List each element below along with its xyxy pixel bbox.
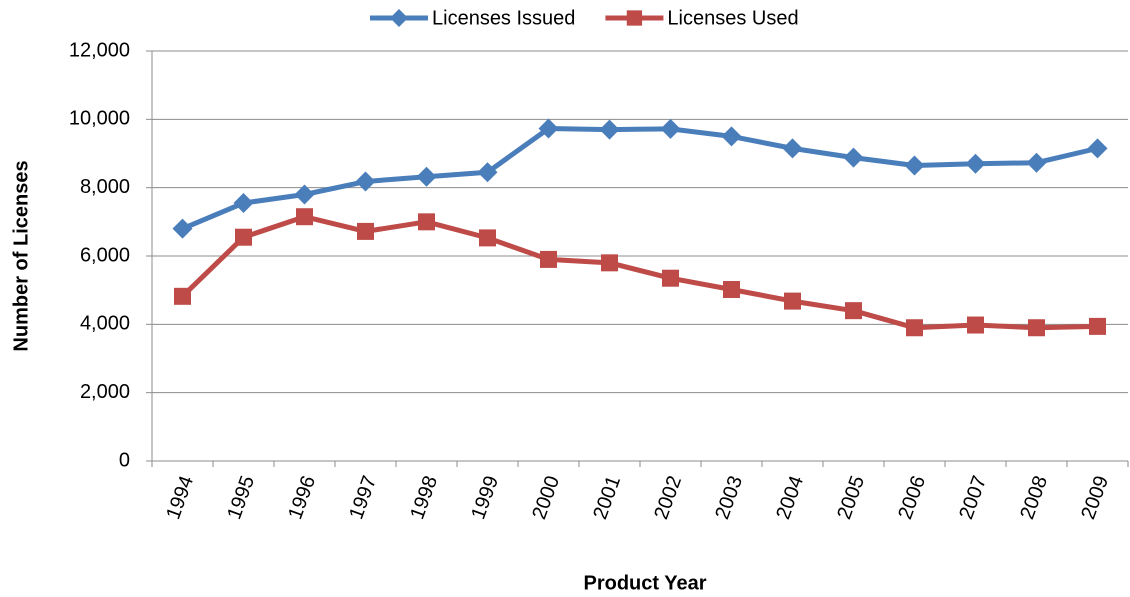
data-point [233,193,254,214]
x-tick-label: 1997 [345,473,381,522]
y-tick-label: 0 [119,449,130,471]
y-tick-label: 4,000 [80,313,130,335]
x-tick-label: 2005 [833,473,869,522]
data-point [296,208,313,226]
data-point [843,147,864,168]
y-tick-label: 12,000 [69,39,130,61]
series-line [181,126,1099,231]
x-tick-label: 2006 [894,473,930,522]
data-point [294,184,315,205]
x-tick-label: 2002 [650,473,686,522]
x-tick-label: 2004 [772,473,808,522]
data-point [416,166,437,187]
data-point [784,292,801,310]
y-tick-label: 2,000 [80,381,130,403]
data-point [662,269,679,287]
x-tick-label: 2001 [589,473,625,522]
legend-label: Licenses Issued [432,7,575,29]
data-point [235,228,252,246]
data-point [477,162,498,183]
data-point [357,222,374,240]
data-point [479,229,496,247]
x-axis-title: Product Year [583,572,706,594]
y-tick-label: 10,000 [69,108,130,130]
data-point [721,126,742,147]
series-line [180,214,1098,331]
x-tick-label: 2009 [1077,473,1113,522]
data-point [355,171,376,192]
data-point [418,213,435,231]
y-tick-label: 6,000 [80,244,130,266]
data-point [782,138,803,159]
x-tick-label: 2000 [528,473,564,522]
x-tick-label: 1998 [406,473,442,522]
data-point [1089,317,1106,335]
data-point [723,280,740,298]
data-point [538,118,559,139]
x-tick-label: 2008 [1016,473,1052,522]
data-point [1087,138,1108,159]
legend-marker [626,10,643,26]
x-tick-label: 1994 [162,473,198,522]
legend-marker [390,9,408,27]
data-point [965,153,986,174]
data-point [601,254,618,272]
data-point [1028,319,1045,337]
x-tick-label: 1995 [223,473,259,522]
data-point [904,155,925,176]
x-tick-label: 2003 [711,473,747,522]
data-point [660,118,681,139]
data-point [174,287,191,305]
x-tick-label: 1999 [467,473,503,522]
data-point [172,218,193,239]
legend-label: Licenses Used [667,7,798,29]
x-tick-label: 2007 [955,473,991,522]
data-point [540,250,557,268]
data-point [906,319,923,337]
data-point [1026,152,1047,173]
data-point [967,316,984,334]
data-point [599,119,620,140]
y-tick-label: 8,000 [80,176,130,198]
data-point [845,302,862,320]
x-tick-label: 1996 [284,473,320,522]
y-axis-title: Number of Licenses [10,160,32,351]
